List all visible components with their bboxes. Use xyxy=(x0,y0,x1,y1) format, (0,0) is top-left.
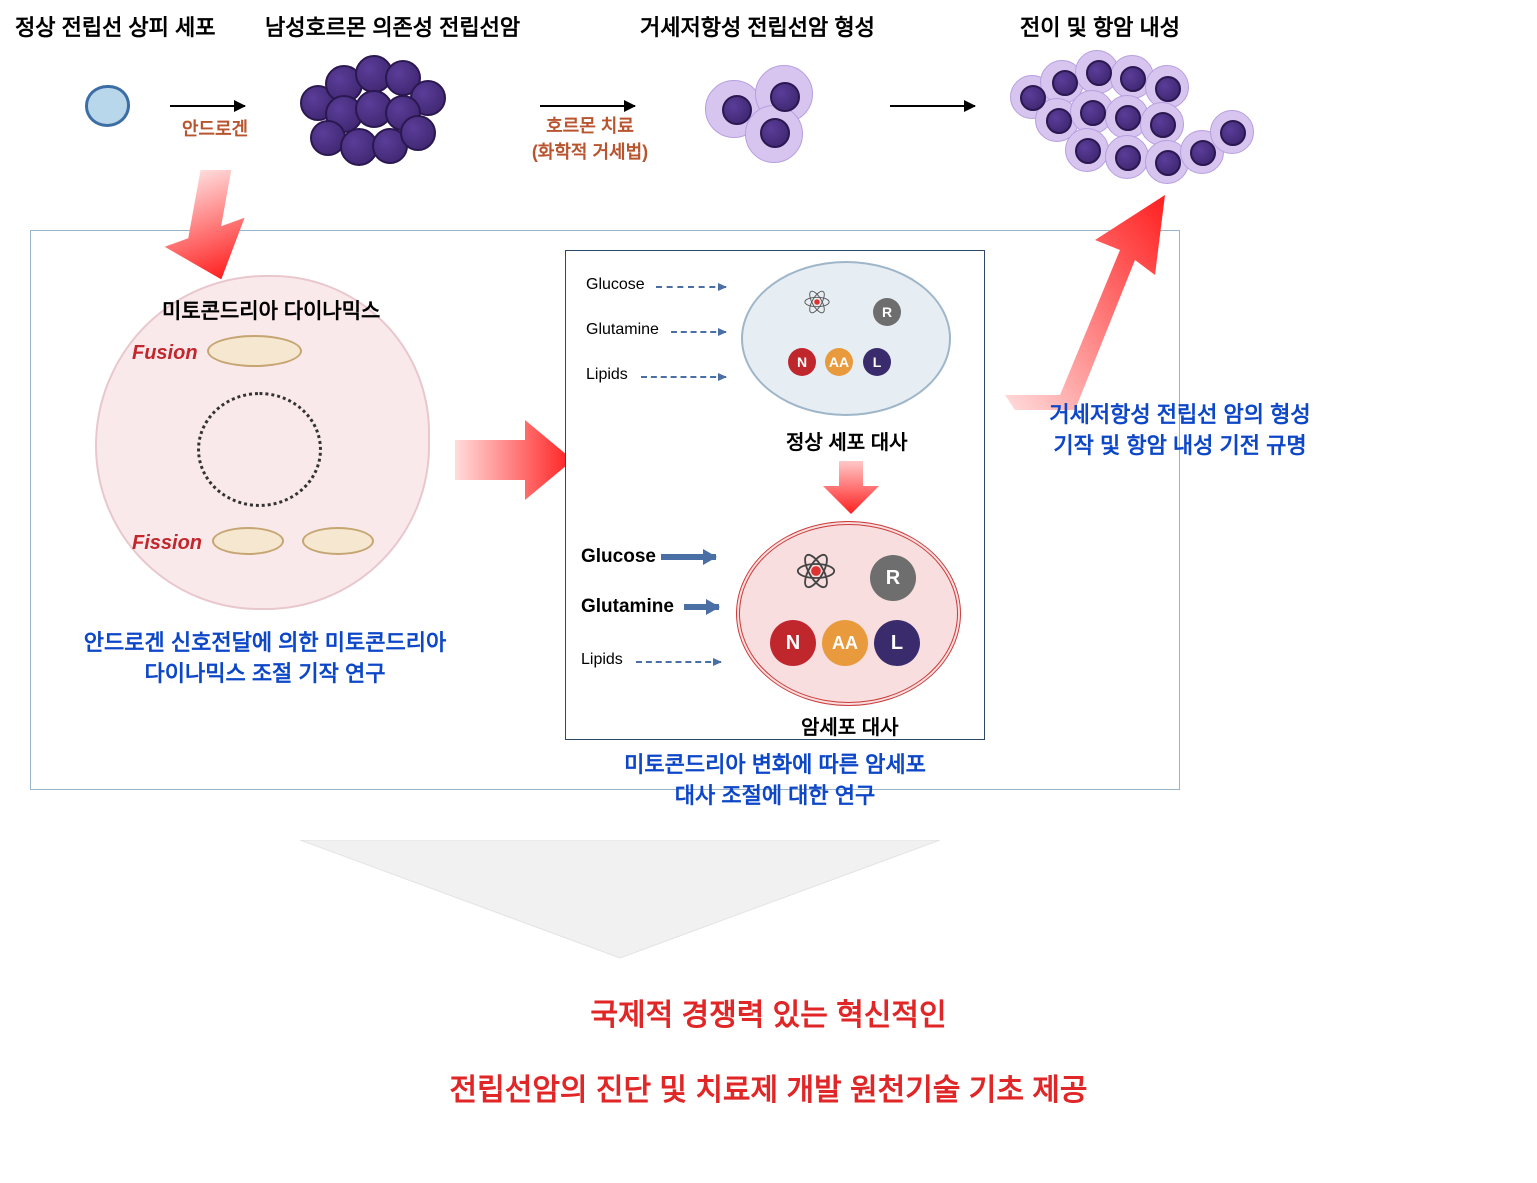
lipids-arrow-cancer xyxy=(636,661,721,663)
cancer-metab-cell: R N AA L xyxy=(736,521,961,706)
red-arrow-3 xyxy=(1005,195,1175,415)
castration-resistant-cluster xyxy=(700,60,840,160)
conclusion-line1: 국제적 경쟁력 있는 혁신적인 xyxy=(0,990,1537,1034)
glutamine-arrow-cancer xyxy=(684,604,719,610)
arrow-2 xyxy=(540,105,635,107)
outcome-caption: 거세저항성 전립선 암의 형성 기작 및 항암 내성 기전 규명 xyxy=(1020,400,1340,462)
atom-icon-normal xyxy=(803,288,831,316)
badge-aa-cancer: AA xyxy=(822,620,868,666)
mito-fusion-shape xyxy=(207,335,302,367)
cancer-metab-label: 암세포 대사 xyxy=(801,711,899,740)
outcome-caption-l1: 거세저항성 전립선 암의 형성 xyxy=(1049,402,1310,427)
metabolism-panel: Glucose Glutamine Lipids R N AA L 정상 세포 … xyxy=(565,250,985,740)
mito-caption-l1: 안드로겐 신호전달에 의한 미토콘드리아 xyxy=(84,630,446,655)
stage-2-label: 남성호르몬 의존성 전립선암 xyxy=(265,10,520,42)
red-arrow-2 xyxy=(455,420,575,500)
normal-metab-cell: R N AA L xyxy=(741,261,951,416)
red-arrow-1 xyxy=(160,170,280,285)
conclusion-triangle xyxy=(300,840,940,960)
outcome-caption-l2: 기작 및 항암 내성 기전 규명 xyxy=(1053,433,1306,458)
mito-fission-shape-2 xyxy=(302,527,374,555)
metab-caption-l1: 미토콘드리아 변화에 따른 암세포 xyxy=(624,752,926,777)
conclusion-line2: 전립선암의 진단 및 치료제 개발 원천기술 기초 제공 xyxy=(0,1065,1537,1109)
metab-caption-l2: 대사 조절에 대한 연구 xyxy=(675,783,876,808)
lipids-label-cancer: Lipids xyxy=(581,651,623,669)
mito-cycle-circle xyxy=(197,392,322,507)
glutamine-label-cancer: Glutamine xyxy=(581,596,674,618)
arrow-2-label: 호르몬 치료 (화학적 거세법) xyxy=(520,112,660,164)
fusion-label: Fusion xyxy=(132,342,198,365)
badge-n-normal: N xyxy=(788,348,816,376)
arrow-2-label-line2: (화학적 거세법) xyxy=(532,142,648,162)
mito-caption-l2: 다이나믹스 조절 기작 연구 xyxy=(145,661,386,686)
fission-label: Fission xyxy=(132,532,202,555)
badge-aa-normal: AA xyxy=(825,348,853,376)
androgen-dependent-cluster xyxy=(290,50,470,170)
glutamine-label-normal: Glutamine xyxy=(586,321,659,339)
normal-epithelial-cell xyxy=(85,85,130,127)
stage-4-label: 전이 및 항암 내성 xyxy=(1020,10,1180,42)
arrow-3 xyxy=(890,105,975,107)
arrow-2-label-line1: 호르몬 치료 xyxy=(546,116,634,136)
mito-caption: 안드로겐 신호전달에 의한 미토콘드리아 다이나믹스 조절 기작 연구 xyxy=(70,628,460,690)
glucose-label-cancer: Glucose xyxy=(581,546,656,568)
glucose-arrow-cancer xyxy=(661,554,716,560)
mito-title: 미토콘드리아 다이나믹스 xyxy=(162,295,380,325)
glutamine-arrow-normal xyxy=(671,331,726,333)
glucose-arrow-normal xyxy=(656,286,726,288)
mito-fission-shape-1 xyxy=(212,527,284,555)
normal-metab-label: 정상 세포 대사 xyxy=(786,426,908,455)
badge-l-cancer: L xyxy=(874,620,920,666)
arrow-1 xyxy=(170,105,245,107)
lipids-label-normal: Lipids xyxy=(586,366,628,384)
metab-caption: 미토콘드리아 변화에 따른 암세포 대사 조절에 대한 연구 xyxy=(575,750,975,812)
arrow-1-label: 안드로겐 xyxy=(170,115,260,141)
badge-r-cancer: R xyxy=(870,555,916,601)
cell-progression-row: 안드로겐 호르몬 치료 (화학적 거세법) xyxy=(0,50,1537,180)
red-arrow-metab-down xyxy=(821,461,881,521)
atom-icon-cancer xyxy=(795,550,837,592)
badge-n-cancer: N xyxy=(770,620,816,666)
lipids-arrow-normal xyxy=(641,376,726,378)
badge-l-normal: L xyxy=(863,348,891,376)
metastasis-cluster xyxy=(1010,50,1270,200)
badge-r-normal: R xyxy=(873,298,901,326)
stage-1-label: 정상 전립선 상피 세포 xyxy=(15,10,216,42)
stage-3-label: 거세저항성 전립선암 형성 xyxy=(640,10,875,42)
mito-dynamics-cell: 미토콘드리아 다이나믹스 Fusion Fission xyxy=(95,275,430,610)
glucose-label-normal: Glucose xyxy=(586,276,645,294)
